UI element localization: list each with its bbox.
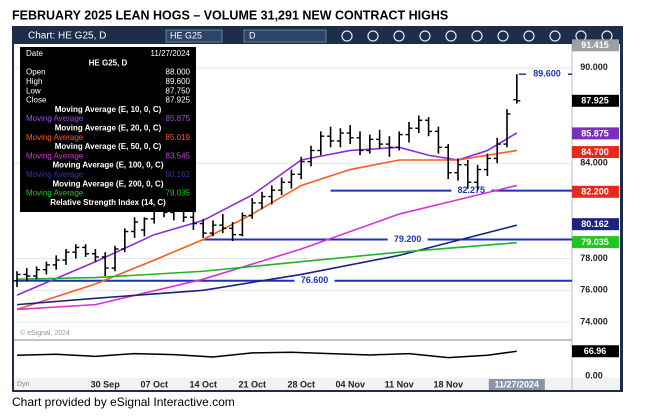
price-badge (572, 146, 619, 159)
tool-icon[interactable] (419, 30, 431, 42)
info-indicator-name: Moving Average (E, 100, 0, C) (53, 161, 164, 170)
rsi-tick-label: 0.00 (585, 370, 603, 380)
level-label-bg (451, 185, 492, 195)
x-tick-label: 04 Nov (335, 379, 365, 389)
x-tick-label: 11/27/2024 (495, 379, 540, 389)
price-badge-label: 84.700 (581, 147, 609, 157)
current-date-box (488, 379, 545, 390)
info-indicator-label: Moving Average (26, 151, 84, 160)
interval-field[interactable] (243, 29, 327, 43)
price-badge-label: 87.925 (581, 96, 609, 106)
panel-label: Dyn (17, 381, 30, 388)
x-tick-label: 28 Oct (287, 379, 315, 389)
moving-average-line (16, 149, 517, 311)
x-tick-label: 18 Nov (433, 379, 463, 389)
price-badge (572, 39, 619, 52)
info-symbol: HE G25, D (89, 58, 128, 67)
info-row-label: High (26, 77, 42, 86)
watermark: © eSignal, 2024 (20, 329, 70, 337)
price-badge (572, 127, 619, 140)
symbol-field[interactable] (165, 29, 223, 43)
info-row-value: 89.600 (166, 77, 191, 86)
price-badge-label: 85.875 (581, 128, 609, 138)
tool-icon[interactable] (549, 30, 561, 42)
info-indicator-value: 85.875 (166, 114, 191, 123)
x-tick-label: 11 Nov (385, 379, 414, 389)
tool-icon[interactable] (471, 30, 483, 42)
price-badge (572, 185, 619, 198)
toolbar-chart-label: Chart: HE G25, D (28, 31, 106, 42)
tool-icon[interactable] (523, 30, 535, 42)
info-indicator-name: Moving Average (E, 20, 0, C) (55, 124, 162, 133)
moving-average-line (16, 184, 517, 311)
info-row-value: 87.750 (166, 86, 191, 95)
price-badge (572, 94, 619, 107)
tool-icon[interactable] (367, 30, 379, 42)
tool-icon[interactable] (341, 30, 353, 42)
info-indicator-name: Moving Average (E, 10, 0, C) (55, 105, 162, 114)
x-tick-label: 30 Sep (91, 379, 121, 389)
info-indicator-value: 83.545 (166, 151, 191, 160)
info-indicator-value: 79.035 (166, 189, 191, 198)
price-badge-label: 91.415 (581, 40, 609, 50)
info-indicator-name: Moving Average (E, 200, 0, C) (53, 179, 164, 188)
info-rsi: Relative Strength Index (14, C) (50, 198, 166, 207)
info-row-label: Low (26, 86, 41, 95)
chart-title: FEBRUARY 2025 LEAN HOGS – VOLUME 31,291 … (12, 8, 448, 22)
date-axis-strip (14, 378, 620, 390)
info-row-label: Close (26, 96, 47, 105)
y-tick-label: 84.000 (580, 158, 608, 168)
x-tick-label: 21 Oct (238, 379, 266, 389)
info-date-label: Date (26, 49, 43, 58)
tool-icon[interactable] (445, 30, 457, 42)
rsi-badge (572, 345, 619, 358)
rsi-badge-label: 66.96 (584, 346, 607, 356)
y-tick-label: 74.000 (580, 316, 608, 326)
y-tick-label: 90.000 (580, 62, 608, 72)
level-label-bg (294, 275, 335, 285)
price-badge (572, 236, 619, 249)
info-row-value: 88.000 (166, 68, 191, 77)
info-indicator-name: Moving Average (E, 50, 0, C) (55, 142, 162, 151)
level-label-bg (387, 234, 428, 244)
price-badge-label: 80.162 (581, 219, 609, 229)
level-label: 82.275 (458, 185, 486, 195)
info-indicator-value: 85.019 (166, 133, 191, 142)
toolbar-icons (341, 30, 613, 42)
info-indicator-label: Moving Average (26, 189, 84, 198)
price-badge-label: 79.035 (581, 237, 609, 247)
info-indicator-label: Moving Average (26, 170, 84, 179)
y-tick-label: 76.000 (580, 285, 608, 295)
toolbar-interval: D (249, 30, 256, 40)
footer: Chart provided by eSignal Interactive.co… (12, 395, 235, 409)
info-box (20, 47, 196, 212)
info-indicator-label: Moving Average (26, 114, 84, 123)
x-tick-label: 14 Oct (189, 379, 217, 389)
info-indicator-label: Moving Average (26, 133, 84, 142)
info-date: 11/27/2024 (151, 49, 191, 58)
level-label: 76.600 (301, 275, 329, 285)
price-badge-label: 82.200 (581, 187, 609, 197)
rsi-line (16, 350, 517, 359)
price-badge (572, 218, 619, 231)
info-row-label: Open (26, 68, 46, 77)
high-marker-label: 89.600 (533, 69, 561, 79)
y-tick-label: 78.000 (580, 253, 608, 263)
info-row-value: 87.925 (166, 96, 191, 105)
toolbar-symbol: HE G25 (170, 30, 202, 40)
info-indicator-value: 80.162 (166, 170, 191, 179)
x-tick-label: 07 Oct (140, 379, 168, 389)
level-label: 79.200 (394, 234, 422, 244)
tool-icon[interactable] (393, 30, 405, 42)
tool-icon[interactable] (497, 30, 509, 42)
moving-average-line (16, 241, 517, 280)
